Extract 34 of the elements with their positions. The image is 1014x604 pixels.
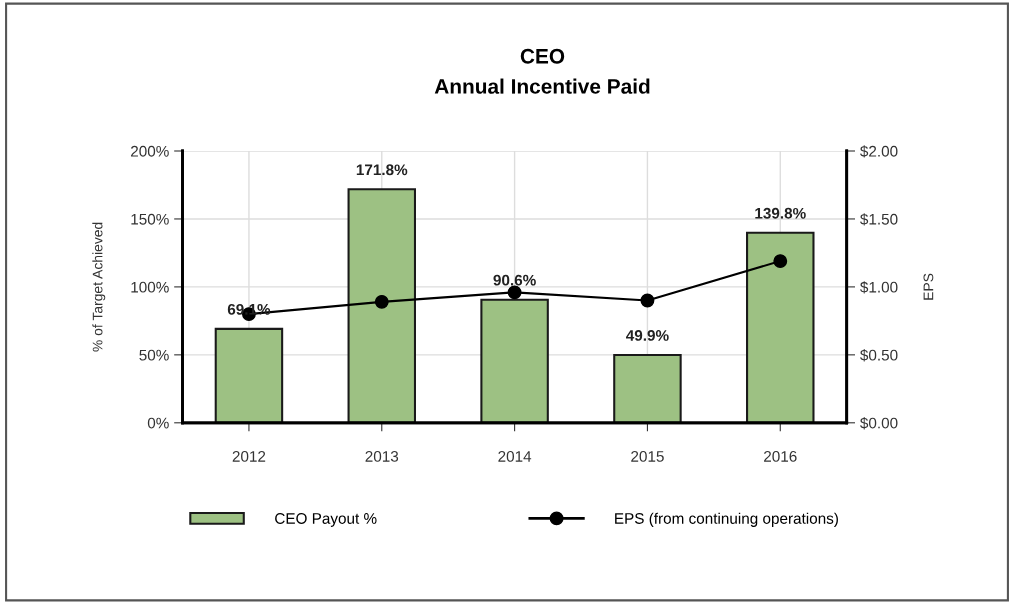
chart-subtitle: Annual Incentive Paid — [434, 78, 650, 94]
y2-tick-label: $2.00 — [860, 145, 898, 158]
legend-label: EPS (from continuing operations) — [615, 512, 838, 527]
bar — [347, 188, 417, 423]
y-tick-label: 200% — [131, 145, 169, 157]
data-label: 90.6% — [493, 274, 536, 286]
x-tick-label: 2013 — [365, 450, 399, 462]
bar — [746, 231, 815, 423]
chart-title: CEO — [520, 48, 565, 64]
point — [640, 293, 655, 308]
x-tick-label: 2012 — [232, 450, 266, 462]
y-tick-label: 0% — [147, 417, 169, 429]
bar — [613, 353, 682, 423]
x-tick-label: 2014 — [498, 450, 532, 462]
point — [773, 254, 788, 269]
point — [374, 294, 389, 309]
y2-tick-label: $1.00 — [860, 281, 898, 294]
point — [507, 285, 522, 300]
data-label: 49.9% — [626, 330, 669, 341]
y-axis-title: % of Target Achieved — [92, 222, 106, 352]
data-label: 171.8% — [356, 164, 408, 176]
x-tick-label: 2016 — [764, 450, 797, 462]
y-tick-label: 100% — [131, 281, 169, 293]
y-tick-label: 50% — [139, 349, 169, 361]
y-tick-label: 150% — [131, 213, 169, 225]
y2-tick-label: $0.00 — [860, 417, 898, 430]
x-tick-label: 2015 — [631, 450, 664, 462]
legend-label: CEO Payout % — [275, 513, 377, 527]
y2-tick-label: $1.50 — [860, 213, 898, 226]
data-label: 139.8% — [755, 207, 806, 219]
bar — [214, 327, 284, 423]
bar — [480, 298, 549, 423]
y2-axis-title: EPS — [923, 273, 934, 300]
y2-tick-label: $0.50 — [860, 349, 898, 362]
